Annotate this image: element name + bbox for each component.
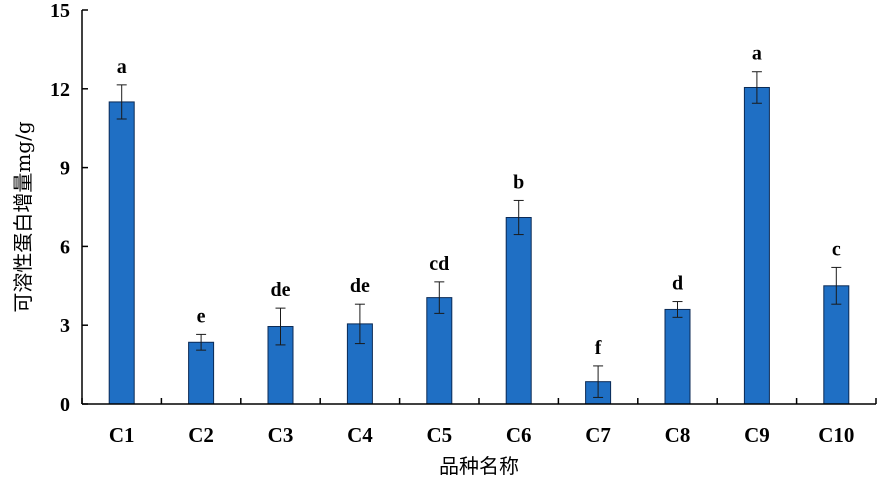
x-tick-label: C4 [347, 423, 373, 447]
significance-label: d [672, 273, 683, 295]
bar-c8 [664, 308, 691, 405]
error-bar-c7 [593, 365, 604, 398]
x-tick-label: C2 [188, 423, 214, 447]
bar-c9 [743, 86, 770, 405]
y-tick-label: 15 [50, 0, 70, 22]
x-axis-tick-labels: C1 C2 C3 C4 C5 C6 C7 C8 C9 C10 [109, 423, 855, 447]
significance-label: f [595, 337, 602, 359]
bars [108, 86, 850, 405]
error-bar-c10 [831, 266, 842, 305]
x-axis-title: 品种名称 [439, 454, 519, 478]
x-tick-label: C7 [585, 423, 611, 447]
bar-c6 [505, 217, 532, 405]
error-bar-c3 [275, 307, 286, 346]
y-tick-label: 9 [60, 158, 70, 180]
x-tick-label: C10 [818, 423, 854, 447]
significance-label: e [197, 305, 206, 327]
error-bar-c5 [434, 281, 445, 314]
significance-labels: a e de de cd b f d a c [117, 43, 841, 359]
y-tick-label: 3 [60, 315, 70, 337]
y-axis-title: 可溶性蛋白增量mg/g [11, 121, 35, 313]
x-tick-label: C3 [268, 423, 294, 447]
x-tick-label: C8 [665, 423, 691, 447]
x-tick-label: C9 [744, 423, 770, 447]
bar-c10 [823, 285, 850, 405]
significance-label: a [752, 43, 762, 65]
error-bar-c4 [354, 303, 365, 345]
x-tick-label: C6 [506, 423, 532, 447]
error-bar-c9 [751, 71, 762, 104]
bar-c5 [426, 297, 453, 405]
error-bar-c1 [116, 84, 127, 120]
significance-label: b [513, 171, 524, 193]
y-tick-label: 0 [60, 394, 70, 416]
y-tick-label: 12 [50, 79, 70, 101]
significance-label: cd [429, 253, 449, 275]
x-tick-label: C1 [109, 423, 135, 447]
bar-c2 [188, 341, 215, 405]
significance-label: c [832, 238, 841, 260]
error-bar-c2 [196, 333, 207, 351]
error-bar-c6 [513, 199, 524, 236]
significance-label: de [350, 275, 370, 297]
error-bar-c8 [672, 301, 683, 318]
bar-c1 [108, 101, 135, 405]
error-bars [116, 71, 842, 398]
y-tick-label: 6 [60, 236, 70, 258]
significance-label: a [117, 56, 127, 78]
significance-label: de [271, 279, 291, 301]
x-tick-label: C5 [426, 423, 452, 447]
